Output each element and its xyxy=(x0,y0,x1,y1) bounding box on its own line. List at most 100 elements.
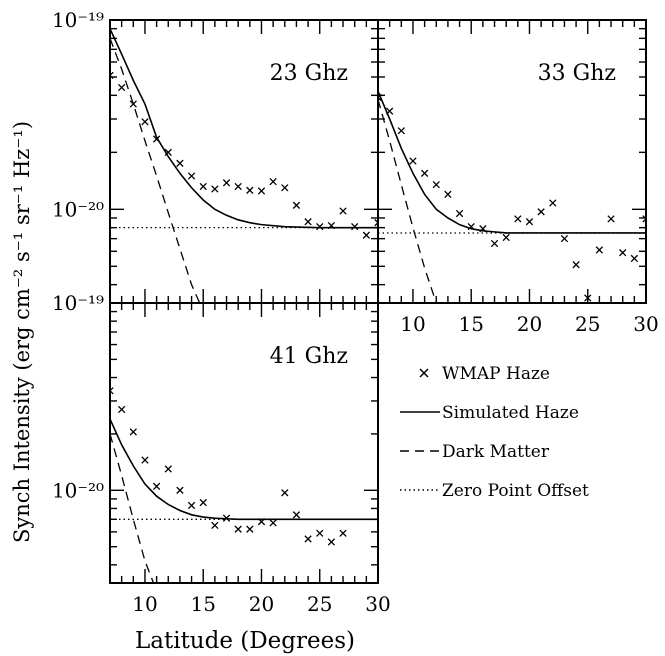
legend-label: Simulated Haze xyxy=(442,403,579,423)
y-axis-label: Synch Intensity (erg cm⁻² s⁻¹ sr⁻¹ Hz⁻¹) xyxy=(10,121,34,543)
wmap-haze-point xyxy=(211,521,219,530)
wmap-haze-point xyxy=(304,535,312,543)
wmap-haze-point xyxy=(269,177,277,186)
wmap-haze-point xyxy=(572,261,580,269)
legend-swatch-x-marker xyxy=(419,368,429,378)
panel-frame xyxy=(109,302,379,584)
y-tick-label: 10⁻¹⁹ xyxy=(52,291,104,315)
legend-label: Dark Matter xyxy=(442,442,550,462)
wmap-haze-point xyxy=(630,254,639,263)
wmap-haze-point xyxy=(490,239,499,248)
x-tick-label: 20 xyxy=(249,592,274,616)
x-tick-label: 20 xyxy=(517,312,542,336)
series-group xyxy=(378,91,646,303)
wmap-haze-point xyxy=(549,199,557,207)
wmap-haze-point xyxy=(339,529,347,537)
legend-item-wmap: WMAP Haze xyxy=(419,364,550,384)
dark-matter-line xyxy=(110,433,155,583)
x-tick-label: 15 xyxy=(458,312,483,336)
wmap-haze-point xyxy=(642,215,646,223)
wmap-haze-point xyxy=(211,185,219,193)
wmap-haze-point xyxy=(455,209,464,218)
wmap-haze-point xyxy=(222,179,231,187)
wmap-haze-point xyxy=(234,182,242,191)
wmap-haze-point xyxy=(110,71,114,80)
wmap-haze-point xyxy=(246,186,254,194)
wmap-haze-point xyxy=(117,83,126,92)
wmap-haze-point xyxy=(514,215,522,223)
x-tick-label: 10 xyxy=(400,312,425,336)
panel-title: 23 Ghz xyxy=(270,61,348,86)
wmap-haze-point xyxy=(444,190,452,198)
wmap-haze-point xyxy=(595,246,604,254)
wmap-haze-point xyxy=(362,231,371,239)
wmap-haze-point xyxy=(292,511,301,519)
wmap-haze-point xyxy=(281,184,289,192)
y-tick-label: 10⁻¹⁹ xyxy=(52,8,104,32)
wmap-haze-point xyxy=(199,182,207,191)
legend-item-dm: Dark Matter xyxy=(400,442,550,462)
wmap-haze-point xyxy=(420,169,429,177)
wmap-haze-point xyxy=(187,172,196,180)
wmap-haze-point xyxy=(560,234,569,243)
series-group xyxy=(110,28,378,303)
dark-matter-line xyxy=(110,38,201,303)
wmap-haze-point xyxy=(327,538,336,546)
wmap-haze-point xyxy=(129,428,137,436)
wmap-haze-point xyxy=(281,489,289,497)
dark-matter-line xyxy=(378,99,437,303)
wmap-haze-point xyxy=(537,208,545,216)
x-axis-label: Latitude (Degrees) xyxy=(135,628,355,654)
wmap-haze-point xyxy=(339,207,347,215)
wmap-haze-point xyxy=(117,405,126,414)
y-tick-label: 10⁻²⁰ xyxy=(52,478,104,502)
wmap-haze-point xyxy=(269,519,277,527)
wmap-haze-point xyxy=(316,222,324,231)
wmap-haze-point xyxy=(141,456,149,464)
wmap-haze-point xyxy=(351,222,359,231)
simulated-haze-line xyxy=(110,28,378,229)
x-tick-label: 30 xyxy=(633,312,658,336)
x-tick-label: 10 xyxy=(132,592,157,616)
wmap-haze-point xyxy=(141,118,149,126)
wmap-haze-point xyxy=(409,157,417,165)
x-tick-label: 25 xyxy=(307,592,332,616)
wmap-haze-point xyxy=(316,529,324,537)
simulated-haze-line xyxy=(110,418,378,521)
wmap-haze-point xyxy=(234,525,242,533)
panel-title: 33 Ghz xyxy=(538,61,616,86)
wmap-haze-point xyxy=(374,219,378,227)
panel-3: 10 15 20 25 30 10⁻¹⁹ 10⁻²⁰ 41 Ghz xyxy=(52,291,391,616)
series-group xyxy=(110,387,378,583)
wmap-haze-point xyxy=(304,218,312,226)
legend: WMAP Haze Simulated Haze Dark Matter Zero P… xyxy=(400,364,589,501)
wmap-haze-point xyxy=(619,249,627,257)
wmap-haze-point xyxy=(152,482,161,491)
wmap-haze-point xyxy=(176,159,184,167)
x-tick-label: 30 xyxy=(365,592,390,616)
wmap-haze-point xyxy=(397,127,405,135)
x-tick-label: 25 xyxy=(575,312,600,336)
wmap-haze-point xyxy=(292,201,301,209)
wmap-haze-point xyxy=(187,501,196,510)
legend-label: Zero Point Offset xyxy=(442,481,589,501)
legend-item-sim: Simulated Haze xyxy=(400,403,579,423)
panels-layer: 10⁻¹⁹ 10⁻²⁰ 23 Ghz 10 15 20 25 30 33 Ghz 10 15 20 25… xyxy=(52,8,659,616)
panel-frame xyxy=(377,19,647,304)
panel-title: 41 Ghz xyxy=(270,344,348,369)
legend-label: WMAP Haze xyxy=(442,364,550,384)
wmap-haze-point xyxy=(246,525,254,533)
wmap-haze-point xyxy=(607,215,615,223)
wmap-haze-point xyxy=(199,498,207,507)
simulated-haze-line xyxy=(378,91,646,234)
wmap-haze-point xyxy=(257,187,266,195)
panel-2: 10 15 20 25 30 33 Ghz xyxy=(377,19,659,336)
legend-item-zero: Zero Point Offset xyxy=(400,481,589,501)
wmap-haze-point xyxy=(129,100,137,108)
wmap-haze-point xyxy=(164,465,172,473)
y-tick-label: 10⁻²⁰ xyxy=(52,197,104,221)
wmap-haze-point xyxy=(432,180,440,189)
wmap-haze-point xyxy=(176,486,184,494)
wmap-haze-point xyxy=(584,294,592,302)
